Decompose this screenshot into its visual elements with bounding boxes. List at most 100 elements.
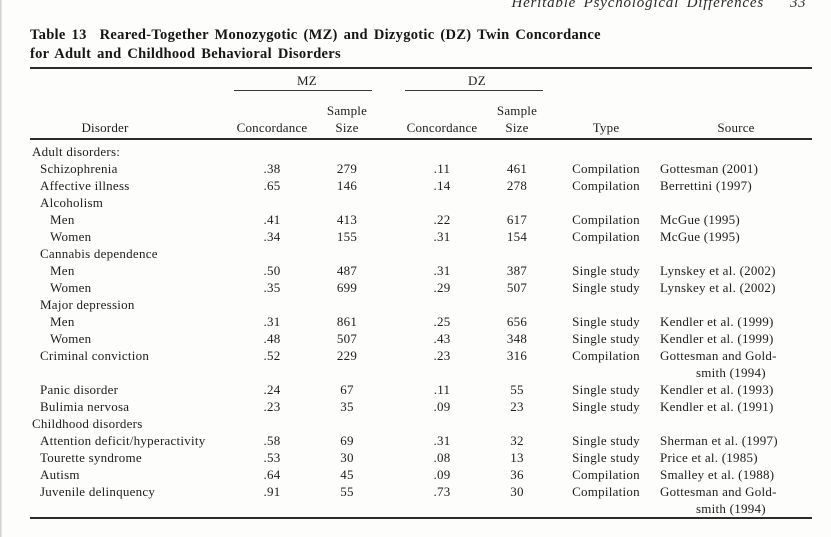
table-row: Bulimia nervosa .23 35 .09 23 Single stu… <box>30 398 812 415</box>
mz-sample-size-cell: 507 <box>336 331 358 346</box>
header-bottom-rule <box>30 138 812 140</box>
table-row: Adult disorders: <box>30 143 812 160</box>
disorder-cell: Juvenile delinquency <box>40 484 156 499</box>
dz-concordance-cell: .11 <box>433 382 451 397</box>
type-cell: Compilation <box>572 484 640 499</box>
dz-concordance-cell: .25 <box>433 314 451 329</box>
dz-concordance-cell: .09 <box>433 399 451 414</box>
mz-sample-size-cell: 279 <box>336 161 358 176</box>
dz-concordance-cell: .14 <box>433 178 451 193</box>
dz-sample-size-cell: 55 <box>510 382 524 397</box>
type-cell: Single study <box>572 382 640 397</box>
data-table: MZ DZ Disorder Concordance Sample Size C… <box>30 67 812 519</box>
mz-sample-size-cell: 67 <box>340 382 354 397</box>
dz-sample-size-cell: 507 <box>506 280 528 295</box>
disorder-cell: Affective illness <box>40 178 130 193</box>
dz-group-underline <box>405 90 543 91</box>
mz-sample-size-cell: 35 <box>340 399 354 414</box>
dz-sample-size-cell: 36 <box>510 467 524 482</box>
table-row: Men .31 861 .25 656 Single study Kendler… <box>30 313 812 330</box>
dz-concordance-cell: .73 <box>433 484 451 499</box>
dz-concordance-cell: .31 <box>433 263 451 278</box>
table-bottom-rule <box>30 517 812 519</box>
dz-concordance-cell: .29 <box>433 280 451 295</box>
dz-sample-size-cell: 656 <box>506 314 528 329</box>
dz-group-header: DZ <box>402 73 552 91</box>
table-row: Autism .64 45 .09 36 Compilation Smalley… <box>30 466 812 483</box>
disorder-cell: Adult disorders: <box>32 144 121 159</box>
mz-concordance-cell: .35 <box>263 280 281 295</box>
source-cell: Berrettini (1997) <box>660 178 752 193</box>
disorder-cell: Cannabis dependence <box>40 246 158 261</box>
table-title-line2: for Adult and Childhood Behavioral Disor… <box>30 46 341 62</box>
source-continuation: smith (1994) <box>696 365 766 380</box>
table-row: Attention deficit/hyperactivity .58 69 .… <box>30 432 812 449</box>
table-row: Women .34 155 .31 154 Compilation McGue … <box>30 228 812 245</box>
table-row: Schizophrenia .38 279 .11 461 Compilatio… <box>30 160 812 177</box>
type-cell: Single study <box>572 263 640 278</box>
dz-sample-size-cell: 617 <box>506 212 528 227</box>
mz-sample-size-cell: 69 <box>340 433 354 448</box>
source-cell: Lynskey et al. (2002) <box>660 263 776 278</box>
mz-sample-size-cell: 30 <box>340 450 354 465</box>
table-title-line1: Reared-Together Monozygotic (MZ) and Diz… <box>99 27 601 43</box>
type-cell: Compilation <box>572 178 640 193</box>
disorder-cell: Major depression <box>40 297 135 312</box>
type-cell: Single study <box>572 433 640 448</box>
mz-sample-size-cell: 861 <box>336 314 358 329</box>
running-head-title: Heritable Psychological Differences <box>511 0 764 11</box>
table-row: Panic disorder .24 67 .11 55 Single stud… <box>30 381 812 398</box>
disorder-cell: Alcoholism <box>40 195 104 210</box>
disorder-cell: Tourette syndrome <box>40 450 142 465</box>
mz-concordance-cell: .53 <box>263 450 281 465</box>
table-row: Tourette syndrome .53 30 .08 13 Single s… <box>30 449 812 466</box>
disorder-cell: Criminal conviction <box>40 348 150 363</box>
disorder-cell: Autism <box>40 467 80 482</box>
table-row: Juvenile delinquency .91 55 .73 30 Compi… <box>30 483 812 517</box>
source-cell: Sherman et al. (1997) <box>660 433 778 448</box>
disorder-cell: Bulimia nervosa <box>40 399 130 414</box>
mz-concordance-cell: .91 <box>263 484 281 499</box>
type-cell: Single study <box>572 314 640 329</box>
type-cell: Single study <box>572 450 640 465</box>
mz-group-header: MZ <box>232 73 382 91</box>
source-cell: McGue (1995) <box>660 229 740 244</box>
source-cell: Smalley et al. (1988) <box>660 467 775 482</box>
dz-sample-size-cell: 316 <box>506 348 528 363</box>
page-number: 33 <box>790 0 806 11</box>
mz-sample-size-cell: 413 <box>336 212 358 227</box>
table-label: Table 13 <box>30 27 87 43</box>
scan-edge <box>0 0 2 537</box>
disorder-cell: Women <box>50 280 92 295</box>
table-row: Alcoholism <box>30 194 812 211</box>
disorder-cell: Women <box>50 331 92 346</box>
header-mz-sample-size: Sample Size <box>312 103 382 136</box>
mz-sample-size-cell: 55 <box>340 484 354 499</box>
mz-concordance-cell: .50 <box>263 263 281 278</box>
mz-concordance-cell: .64 <box>263 467 281 482</box>
dz-sample-size-cell: 348 <box>506 331 528 346</box>
table-row: Cannabis dependence <box>30 245 812 262</box>
dz-sample-size-cell: 461 <box>506 161 528 176</box>
mz-concordance-cell: .65 <box>263 178 281 193</box>
header-dz-concordance: Concordance <box>406 119 478 135</box>
mz-sample-size-cell: 229 <box>336 348 358 363</box>
dz-sample-size-cell: 387 <box>506 263 528 278</box>
dz-concordance-cell: .31 <box>433 229 451 244</box>
mz-group-underline <box>234 90 372 91</box>
table-row: Women .35 699 .29 507 Single study Lynsk… <box>30 279 812 296</box>
mz-concordance-cell: .31 <box>263 314 281 329</box>
dz-concordance-cell: .09 <box>433 467 451 482</box>
disorder-cell: Men <box>50 314 75 329</box>
table-row: Men .41 413 .22 617 Compilation McGue (1… <box>30 211 812 228</box>
mz-sample-size-cell: 146 <box>336 178 358 193</box>
source-cell: Kendler et al. (1999) <box>660 331 774 346</box>
source-cell: Kendler et al. (1999) <box>660 314 774 329</box>
disorder-cell: Attention deficit/hyperactivity <box>40 433 206 448</box>
dz-sample-size-cell: 30 <box>510 484 524 499</box>
mz-concordance-cell: .48 <box>263 331 281 346</box>
running-head: Heritable Psychological Differences 33 <box>0 0 806 12</box>
mz-concordance-cell: .24 <box>263 382 281 397</box>
mz-sample-size-cell: 155 <box>336 229 358 244</box>
source-continuation: smith (1994) <box>696 501 766 516</box>
